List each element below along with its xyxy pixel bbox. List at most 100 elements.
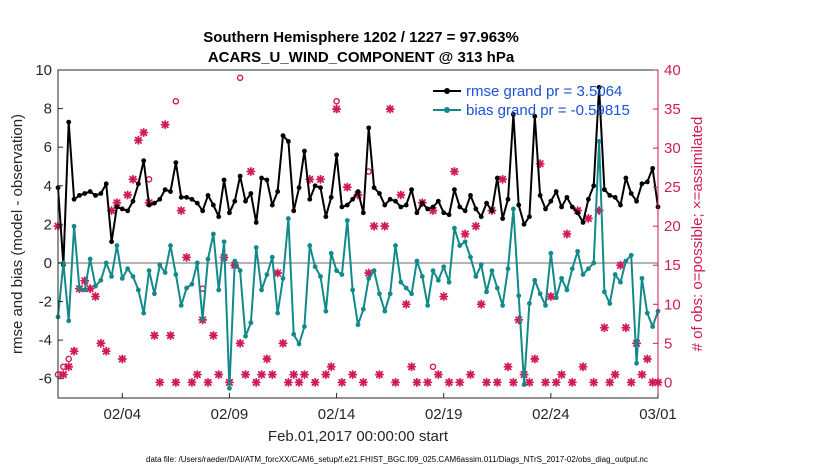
marker-stroke (204, 378, 212, 386)
obs-assimilated-marker (246, 167, 256, 177)
marker-stroke (579, 363, 587, 371)
marker-stroke (563, 230, 571, 238)
obs-assimilated-marker (117, 354, 127, 364)
bias-data-point (623, 258, 629, 264)
marker-stroke (499, 175, 507, 183)
bias-data-point (269, 254, 275, 260)
bias-data-point (162, 270, 168, 275)
bias-data-point (307, 243, 313, 248)
rmse-data-point (200, 208, 206, 214)
rmse-data-point (446, 212, 452, 218)
rmse-data-point (527, 214, 532, 220)
marker-stroke (606, 378, 614, 386)
rmse-data-point (135, 181, 141, 187)
obs-assimilated-marker (476, 299, 486, 309)
rmse-data-point (425, 206, 431, 212)
bias-data-point (548, 250, 554, 256)
marker-stroke (332, 105, 341, 113)
marker-stroke (252, 378, 260, 386)
obs-assimilated-marker (546, 291, 556, 301)
rmse-data-point (275, 189, 281, 194)
bias-data-point (103, 260, 109, 266)
rmse-data-point (152, 200, 157, 206)
marker-stroke (322, 370, 330, 379)
bias-data-point (189, 281, 195, 287)
obs-possible-marker (145, 176, 153, 183)
rmse-data-point (210, 202, 216, 208)
marker-stroke (413, 378, 421, 386)
right-axis: 0 5 10 15 20 25 30 35 40 (653, 62, 681, 398)
bias-data-point (221, 239, 227, 245)
bias-data-point (435, 277, 441, 283)
x-tick-label: 02/19 (425, 406, 463, 423)
marker-stroke (359, 378, 367, 386)
rmse-data-point (339, 204, 345, 210)
rmse-data-point (114, 204, 120, 210)
rmse-data-point (173, 160, 179, 166)
obs-assimilated-marker (583, 213, 593, 223)
rmse-data-point (532, 113, 538, 119)
bias-data-point (248, 320, 254, 326)
bias-data-point (312, 264, 318, 270)
obs-assimilated-marker (149, 331, 159, 341)
marker-stroke (177, 206, 185, 215)
rmse-data-point (419, 200, 425, 206)
obs-assimilated-marker (289, 370, 299, 380)
marker-stroke (450, 167, 459, 176)
obs-possible-marker (65, 355, 73, 363)
bias-data-point (87, 256, 93, 262)
rmse-data-point (409, 187, 414, 193)
bias-data-point (205, 256, 211, 262)
bias-data-point (302, 324, 307, 330)
marker-stroke (584, 214, 592, 222)
bias-data-point (532, 277, 538, 283)
rmse-data-point (82, 191, 88, 196)
obs-assimilated-marker (380, 221, 390, 231)
obs-assimilated-marker (278, 338, 288, 348)
bias-data-point (71, 223, 77, 229)
rmse-data-point (634, 198, 639, 204)
right-tick-label: 10 (664, 296, 681, 313)
obs-assimilated-marker (133, 135, 143, 145)
marker-stroke (172, 378, 180, 386)
bias-data-point (125, 266, 131, 272)
obs-markers (53, 74, 663, 387)
bias-data-point (473, 274, 479, 279)
obs-assimilated-marker (449, 167, 459, 177)
marker-stroke (493, 378, 501, 386)
rmse-data-point (184, 194, 189, 200)
obs-assimilated-marker (599, 323, 609, 333)
rmse-data-point (71, 196, 77, 202)
bias-data-point (77, 285, 82, 291)
obs-assimilated-marker (412, 377, 422, 387)
marker-stroke (65, 363, 73, 371)
bias-data-point (639, 275, 645, 281)
x-tick-label: 02/24 (532, 406, 570, 423)
bias-data-point (157, 262, 163, 268)
obs-assimilated-marker (551, 377, 561, 387)
obs-assimilated-marker (267, 370, 277, 380)
x-axis: 02/04 02/09 02/14 02/19 02/24 03/01 (104, 393, 677, 423)
rmse-data-point (489, 208, 495, 214)
marker-stroke (134, 136, 142, 144)
rmse-data-point (644, 179, 650, 185)
rmse-data-point (591, 183, 597, 189)
obs-possible-marker (172, 97, 180, 105)
rmse-data-point (596, 84, 602, 90)
rmse-data-point (248, 191, 254, 196)
bias-data-point (275, 310, 281, 316)
bias-data-point (559, 275, 564, 281)
bias-data-point (253, 245, 259, 250)
bias-data-point (141, 310, 147, 316)
bias-data-point (259, 287, 264, 293)
obs-assimilated-marker (96, 338, 106, 348)
marker-stroke (611, 370, 619, 379)
bias-data-point (489, 268, 495, 274)
rmse-data-point (302, 148, 307, 154)
obs-assimilated-marker (428, 206, 438, 216)
marker-stroke (461, 230, 469, 238)
right-tick-label: 20 (664, 218, 681, 235)
obs-assimilated-marker (273, 268, 283, 278)
rmse-data-point (77, 193, 82, 198)
marker-stroke (391, 378, 400, 386)
